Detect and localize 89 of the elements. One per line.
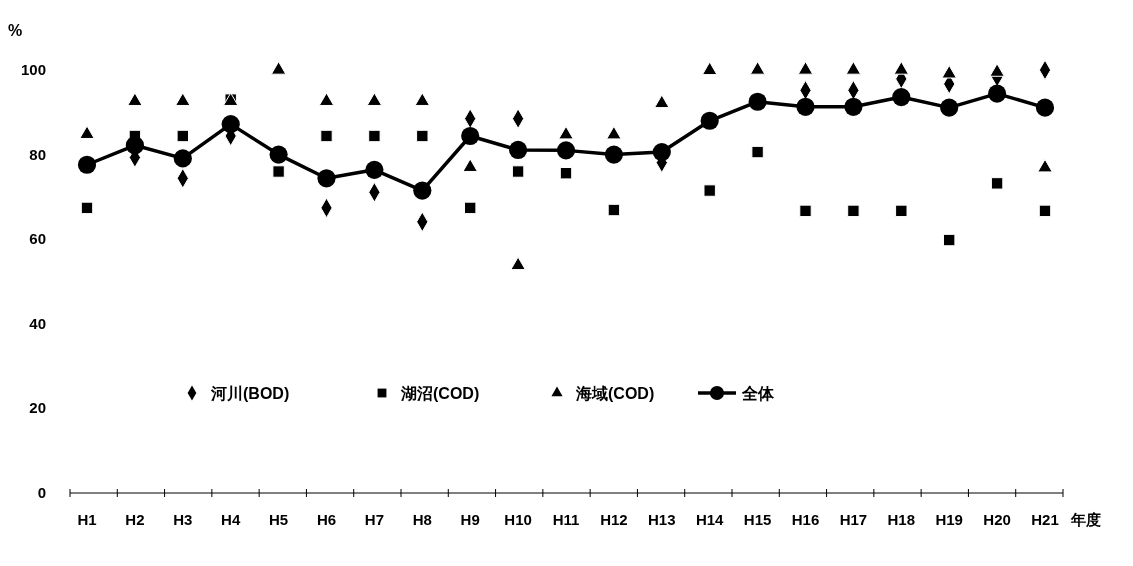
x-tick-label: H15 <box>743 511 772 528</box>
y-tick-label: 0 <box>37 484 46 501</box>
point <box>1038 204 1052 218</box>
x-tick-label: H11 <box>552 511 580 528</box>
point <box>558 125 574 140</box>
point <box>318 92 335 106</box>
point <box>845 61 862 75</box>
point <box>799 204 812 218</box>
legend-label: 河川(BOD) <box>210 385 290 402</box>
point <box>607 203 621 217</box>
x-tick-label: H16 <box>791 511 820 528</box>
point <box>77 155 97 174</box>
point <box>797 61 814 75</box>
point <box>700 111 719 130</box>
legend-label: 全体 <box>741 385 775 402</box>
x-tick-label: H21 <box>1031 511 1059 528</box>
point <box>80 201 94 215</box>
point <box>272 165 285 178</box>
point <box>79 125 95 139</box>
x-tick-label: H17 <box>839 511 868 528</box>
x-tick-label: H5 <box>269 511 289 528</box>
point <box>943 233 956 247</box>
point <box>320 129 333 143</box>
y-tick-label: 80 <box>29 145 46 163</box>
point <box>989 63 1005 77</box>
x-tick-label: H10 <box>504 511 532 528</box>
point <box>652 142 671 162</box>
point <box>703 184 716 197</box>
point <box>365 160 384 179</box>
point <box>559 167 573 180</box>
x-tick-label: H6 <box>316 511 337 528</box>
point <box>796 97 815 116</box>
point <box>125 136 144 155</box>
point <box>893 61 910 75</box>
legend-label: 海域(COD) <box>575 385 655 402</box>
x-axis-title: 年度 <box>1069 511 1101 528</box>
point <box>366 92 383 106</box>
point <box>461 126 480 146</box>
x-tick-label: H18 <box>887 511 916 528</box>
x-tick-label: H13 <box>648 511 676 528</box>
legend-label: 湖沼(COD) <box>400 385 480 402</box>
point <box>749 61 766 75</box>
x-tick-label: H12 <box>600 511 628 528</box>
x-tick-label: H9 <box>460 511 480 528</box>
point <box>847 204 860 218</box>
point <box>413 181 432 200</box>
x-tick-label: H19 <box>935 511 963 528</box>
point <box>414 92 431 106</box>
point <box>892 87 911 107</box>
x-tick-label: H20 <box>983 511 1011 528</box>
point <box>176 129 189 143</box>
x-tick-label: H7 <box>364 511 384 528</box>
x-tick-label: H2 <box>125 511 145 528</box>
point <box>751 145 764 159</box>
point <box>748 92 767 111</box>
y-axis-title: % <box>8 22 23 39</box>
y-tick-label: 20 <box>29 399 46 417</box>
point <box>990 177 1004 190</box>
x-tick-label: H8 <box>412 511 432 528</box>
y-tick-label: 100 <box>20 61 46 78</box>
point <box>416 129 429 143</box>
point <box>654 94 670 109</box>
y-tick-label: 60 <box>29 230 46 248</box>
point <box>317 169 336 188</box>
point <box>988 84 1007 103</box>
x-tick-label: H4 <box>221 511 241 528</box>
point <box>173 149 192 168</box>
x-tick-label: H14 <box>695 511 725 528</box>
point <box>127 92 143 106</box>
point <box>269 145 288 164</box>
point <box>556 141 576 160</box>
point <box>509 140 528 160</box>
point <box>940 98 959 117</box>
x-tick-label: H1 <box>77 511 97 528</box>
point <box>604 145 623 164</box>
y-tick-label: 40 <box>29 314 46 332</box>
point <box>1035 98 1055 117</box>
point <box>221 115 240 134</box>
point <box>511 165 525 178</box>
point <box>844 97 863 116</box>
point <box>175 92 191 106</box>
x-tick-label: H3 <box>173 511 193 528</box>
point <box>270 61 287 75</box>
point <box>606 125 622 140</box>
point <box>895 204 908 218</box>
point <box>464 201 477 215</box>
point <box>941 64 957 79</box>
point <box>368 129 381 143</box>
point <box>701 61 718 76</box>
